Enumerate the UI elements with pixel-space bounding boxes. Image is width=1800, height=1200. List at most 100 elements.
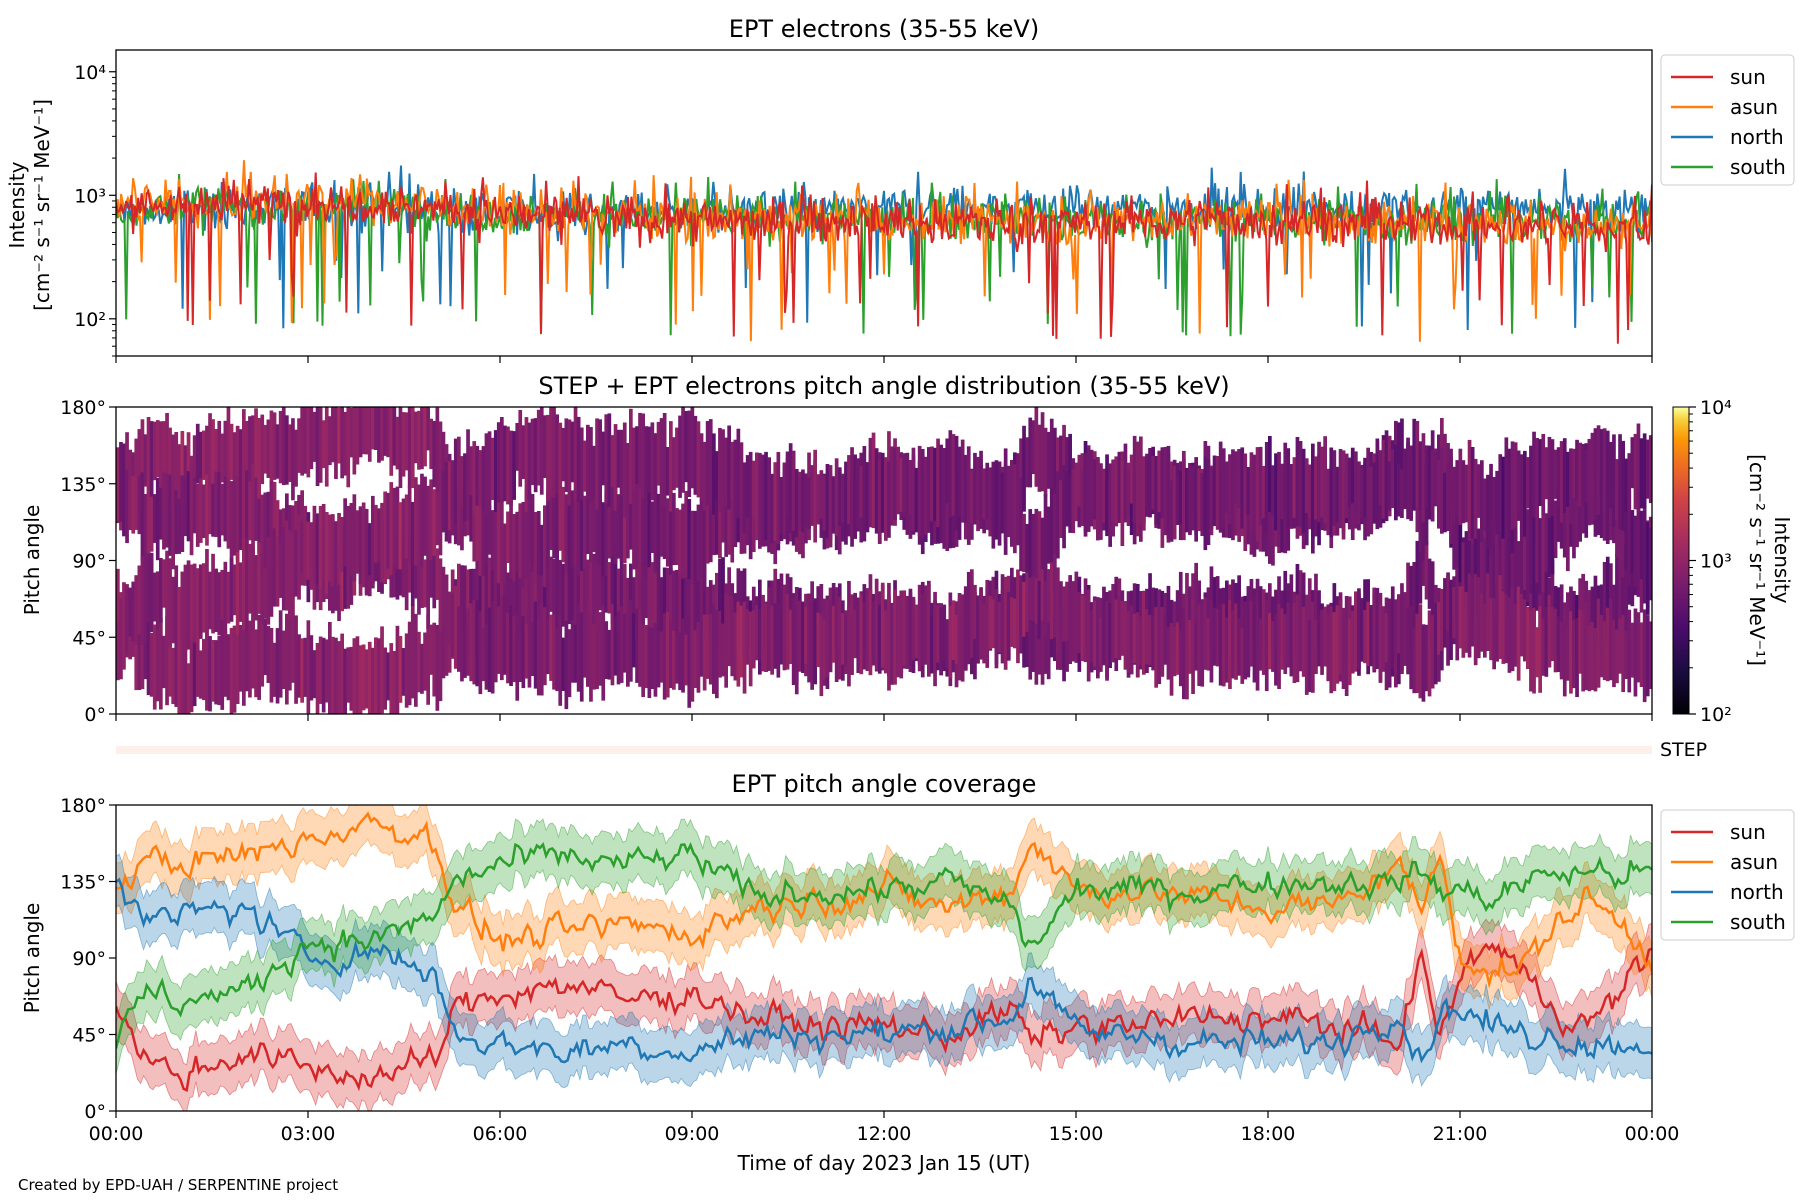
heatmap-cell xyxy=(656,549,661,641)
coverage-band-north xyxy=(116,853,1652,1089)
heatmap-cell xyxy=(177,444,182,499)
heatmap-cell xyxy=(484,623,489,690)
heatmap-cell xyxy=(1492,537,1496,613)
heatmap-cell xyxy=(979,590,983,660)
heatmap-cell xyxy=(662,613,667,700)
heatmap-cell xyxy=(1624,458,1629,513)
heatmap-cell xyxy=(1578,491,1582,542)
heatmap-cell xyxy=(951,600,956,660)
heatmap-cell xyxy=(669,567,673,623)
heatmap-cell xyxy=(807,593,811,683)
heatmap-cell xyxy=(1139,436,1143,524)
heatmap-cell xyxy=(438,618,443,702)
heatmap-cell xyxy=(460,565,464,635)
heatmap-cell xyxy=(564,620,569,710)
heatmap-cell xyxy=(672,492,676,566)
heatmap-cell xyxy=(180,641,185,714)
heatmap-cell xyxy=(1581,610,1585,692)
heatmap-cell xyxy=(469,446,473,496)
heatmap-cell xyxy=(1175,622,1180,675)
heatmap-cell xyxy=(942,604,947,661)
heatmap-cell xyxy=(665,447,670,496)
heatmap-cell xyxy=(1350,447,1355,504)
heatmap-cell xyxy=(1523,529,1527,590)
heatmap-cell xyxy=(579,492,584,571)
heatmap-cell xyxy=(586,491,590,554)
heatmap-cell xyxy=(423,407,427,467)
heatmap-cell xyxy=(1062,610,1066,682)
heatmap-cell xyxy=(527,492,532,563)
heatmap-cell xyxy=(1513,603,1518,667)
heatmap-cell xyxy=(1218,441,1223,533)
heatmap-cell xyxy=(420,537,424,608)
heatmap-cell xyxy=(1375,603,1380,670)
heatmap-cell xyxy=(1114,599,1119,658)
heatmap-cell xyxy=(180,431,185,502)
heatmap-cell xyxy=(822,619,827,680)
heatmap-cell xyxy=(217,572,222,635)
heatmap-cell xyxy=(493,499,498,588)
heatmap-cell xyxy=(936,605,940,663)
heatmap-cell xyxy=(573,407,578,501)
heatmap-cell xyxy=(1206,459,1211,545)
heatmap-cell xyxy=(761,595,765,672)
legend-box xyxy=(1660,809,1795,941)
heatmap-cell xyxy=(334,407,338,479)
heatmap-cell xyxy=(226,407,231,497)
heatmap-cell xyxy=(177,498,182,554)
legend-label-south: south xyxy=(1730,910,1786,934)
heatmap-cell xyxy=(1412,562,1417,642)
heatmap-cell xyxy=(1049,557,1054,639)
heatmap-cell xyxy=(1323,606,1327,667)
heatmap-cell xyxy=(1504,437,1509,531)
heatmap-cell xyxy=(1289,464,1294,528)
heatmap-cell xyxy=(721,493,725,543)
heatmap-cell xyxy=(1418,441,1423,511)
heatmap-cell xyxy=(248,543,252,614)
heatmap-cell xyxy=(1332,612,1337,692)
heatmap-cell xyxy=(1040,412,1045,492)
heatmap-cell xyxy=(1415,421,1420,508)
heatmap-cell xyxy=(592,553,596,628)
heatmap-cell xyxy=(871,432,876,529)
heatmap-cell xyxy=(1627,453,1632,512)
heatmap-cell xyxy=(776,603,781,678)
heatmap-cell xyxy=(638,412,642,488)
heatmap-cell xyxy=(546,414,550,501)
heatmap-cell xyxy=(693,630,698,688)
heatmap-cell xyxy=(555,535,559,630)
heatmap-cell xyxy=(149,633,154,697)
heatmap-cell xyxy=(779,477,784,534)
heatmap-cell xyxy=(1507,448,1512,541)
heatmap-cell xyxy=(1016,569,1020,664)
heatmap-cell xyxy=(632,613,636,668)
heatmap-cell xyxy=(217,420,222,507)
heatmap-cell xyxy=(1403,448,1407,510)
heatmap-cell xyxy=(1142,590,1146,675)
heatmap-cell xyxy=(297,418,301,473)
heatmap-cell xyxy=(122,443,126,537)
heatmap-cell xyxy=(798,600,802,672)
heatmap-cell xyxy=(533,601,538,689)
heatmap-cell xyxy=(1366,601,1370,666)
heatmap-cell xyxy=(1458,556,1463,614)
heatmap-cell xyxy=(245,628,249,692)
heatmap-cell xyxy=(466,608,470,676)
heatmap-cell xyxy=(1513,550,1518,600)
heatmap-cell xyxy=(638,576,642,628)
heatmap-cell xyxy=(1498,575,1503,659)
heatmap-cell xyxy=(1083,595,1088,663)
heatmap-cell xyxy=(367,407,372,462)
heatmap-cell xyxy=(484,549,489,644)
heatmap-cell xyxy=(893,448,897,521)
ytick-label: 0° xyxy=(84,1101,106,1123)
heatmap-cell xyxy=(1117,596,1122,659)
coverage-lines xyxy=(116,805,1652,1111)
heatmap-cell xyxy=(1209,599,1214,683)
heatmap-cell xyxy=(506,426,510,505)
heatmap-cell xyxy=(266,536,271,625)
heatmap-cell xyxy=(1569,611,1573,694)
heatmap-cell xyxy=(748,451,753,511)
heatmap-cell xyxy=(1532,540,1536,628)
heatmap-cell xyxy=(257,417,261,509)
